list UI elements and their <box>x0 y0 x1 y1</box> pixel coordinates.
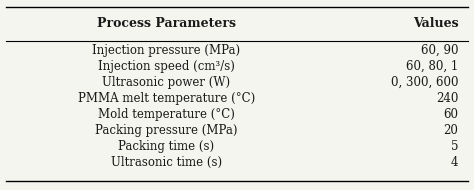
Text: Process Parameters: Process Parameters <box>97 17 236 30</box>
Text: Injection speed (cm³/s): Injection speed (cm³/s) <box>98 60 235 73</box>
Text: 60: 60 <box>444 108 458 121</box>
Text: Mold temperature (°C): Mold temperature (°C) <box>98 108 235 121</box>
Text: 60, 80, 1: 60, 80, 1 <box>406 60 458 73</box>
Text: Ultrasonic time (s): Ultrasonic time (s) <box>111 156 222 169</box>
Text: PMMA melt temperature (°C): PMMA melt temperature (°C) <box>78 92 255 105</box>
Text: 240: 240 <box>436 92 458 105</box>
Text: Values: Values <box>413 17 458 30</box>
Text: Packing pressure (MPa): Packing pressure (MPa) <box>95 124 237 137</box>
Text: 0, 300, 600: 0, 300, 600 <box>391 76 458 89</box>
Text: 20: 20 <box>444 124 458 137</box>
Text: 60, 90: 60, 90 <box>421 44 458 57</box>
Text: Injection pressure (MPa): Injection pressure (MPa) <box>92 44 240 57</box>
Text: Ultrasonic power (W): Ultrasonic power (W) <box>102 76 230 89</box>
Text: 5: 5 <box>451 140 458 153</box>
Text: Packing time (s): Packing time (s) <box>118 140 214 153</box>
Text: 4: 4 <box>451 156 458 169</box>
